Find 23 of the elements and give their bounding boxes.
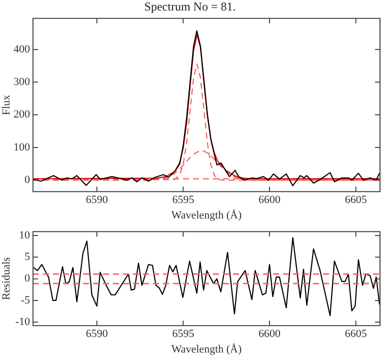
y-tick-label: 5 [24,251,30,264]
x-tick-label: 6595 [172,328,195,340]
x-tick-label: 6595 [172,194,195,206]
chart-title: Spectrum No = 81. [144,0,236,14]
x-tick-label: 6600 [258,194,282,206]
y-tick-label: 0 [24,174,30,186]
y-tick-label: 0 [24,272,30,285]
y-tick-label: 10 [19,229,30,242]
y-tick-label: -5 [20,294,30,306]
y-tick-label: 400 [14,43,30,56]
x-tick-label: 6590 [86,194,108,206]
y-tick-label: 300 [14,76,30,88]
y-tick-label: 100 [14,141,30,154]
x-tick-label: 6590 [86,328,108,340]
x-axis-title: Wavelength (Å) [171,342,242,356]
x-tick-label: 6605 [344,328,368,340]
x-tick-label: 6605 [344,194,368,206]
y-axis-title: Flux [0,94,12,116]
y-tick-label: -10 [15,316,30,328]
x-tick-label: 6600 [258,328,282,340]
x-axis-title: Wavelength (Å) [171,208,242,222]
y-axis-title: Residuals [0,257,12,300]
y-tick-label: 200 [14,108,30,121]
